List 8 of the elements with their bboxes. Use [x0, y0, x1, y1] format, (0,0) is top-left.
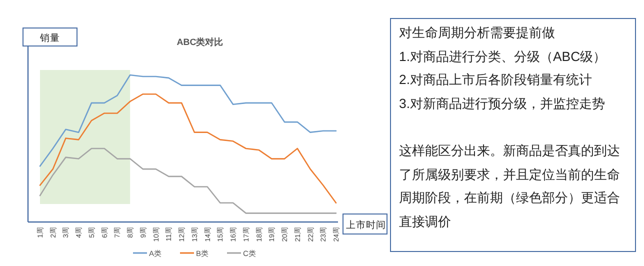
text: 对生命周期分析需要提前做 [399, 24, 556, 42]
text: 2.对商品上市后各阶段销量有统计 [399, 71, 593, 90]
y-axis-title: 销量 [39, 33, 60, 44]
text: 3.对新商品进行预分级，并监控走势 [399, 94, 606, 113]
x-axis-title: 上市时间 [346, 219, 386, 231]
text: 1.对商品进行分类、分级（ABC级） [399, 48, 608, 66]
chart-title: ABC类对比 [176, 37, 224, 47]
text: 这样能区分出来。新商品是否真的到达了所属级别要求，并且定位当前的生命周期阶段，在前期（绿色部分）更适合直接调价 [399, 142, 621, 231]
